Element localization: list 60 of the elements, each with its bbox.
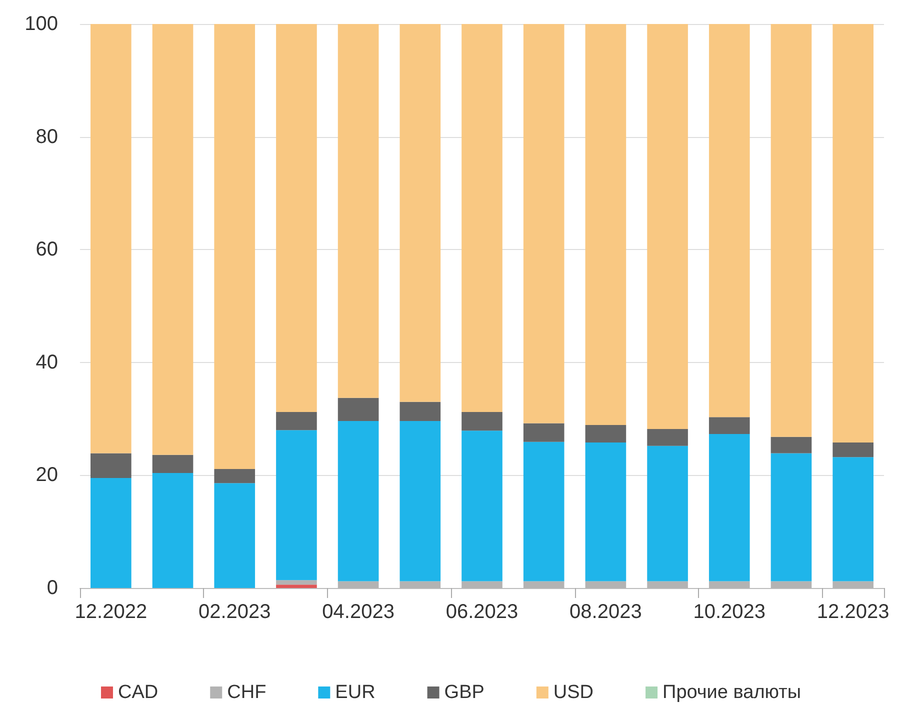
bar: [462, 24, 502, 412]
bar: [585, 442, 626, 582]
bar: [585, 425, 626, 442]
bar: [214, 468, 256, 484]
bar: [770, 436, 812, 454]
bar: [708, 434, 750, 582]
bar: [770, 453, 812, 582]
bar: [152, 472, 194, 588]
legend-label: GBP: [444, 682, 484, 703]
bar: [152, 454, 194, 473]
bar: [462, 412, 502, 431]
legend-label: CHF: [227, 682, 266, 703]
y-tick-label: 60: [36, 238, 58, 261]
bar: [400, 402, 441, 422]
bar: [152, 24, 194, 455]
bar: [90, 453, 132, 478]
bar: [523, 442, 564, 582]
bar: [708, 417, 750, 434]
bar: [214, 483, 256, 588]
bar: [585, 24, 626, 426]
bar: [90, 478, 132, 588]
y-tick-label: 80: [36, 126, 58, 148]
bar: [832, 457, 874, 582]
bar: [276, 412, 317, 430]
x-tick-label: 08.2023: [570, 601, 642, 623]
x-tick-label: 10.2023: [693, 601, 766, 623]
bar: [338, 398, 379, 422]
bar: [276, 430, 317, 580]
bar: [647, 446, 688, 582]
y-tick-label: 0: [46, 577, 58, 599]
bar: [770, 24, 812, 437]
bar: [462, 430, 502, 582]
bar: [832, 24, 874, 442]
bar: [338, 421, 379, 582]
bar: [647, 24, 688, 429]
bar: [708, 24, 750, 418]
x-tick-label: 12.2023: [816, 601, 890, 623]
bar: [276, 584, 317, 588]
bar: [400, 421, 441, 582]
legend-label: Прочие валюты: [662, 682, 801, 703]
y-tick-label: 20: [36, 464, 58, 486]
bar: [523, 24, 564, 424]
bar: [276, 580, 317, 585]
bar: [647, 428, 688, 446]
bar: [338, 24, 379, 398]
y-tick-label: 40: [36, 351, 58, 374]
bar: [832, 442, 874, 458]
legend-label: EUR: [335, 682, 376, 703]
x-tick-label: 12.2022: [74, 601, 148, 623]
legend-label: CAD: [118, 682, 158, 703]
bar: [400, 24, 441, 402]
x-tick-label: 06.2023: [446, 601, 518, 623]
x-tick-label: 04.2023: [322, 601, 394, 623]
y-tick-label: 100: [24, 13, 58, 35]
bar: [214, 24, 256, 469]
bar: [90, 24, 132, 454]
legend-label: USD: [553, 682, 594, 703]
bar: [523, 423, 564, 442]
x-tick-label: 02.2023: [198, 601, 271, 623]
bar: [276, 24, 317, 412]
